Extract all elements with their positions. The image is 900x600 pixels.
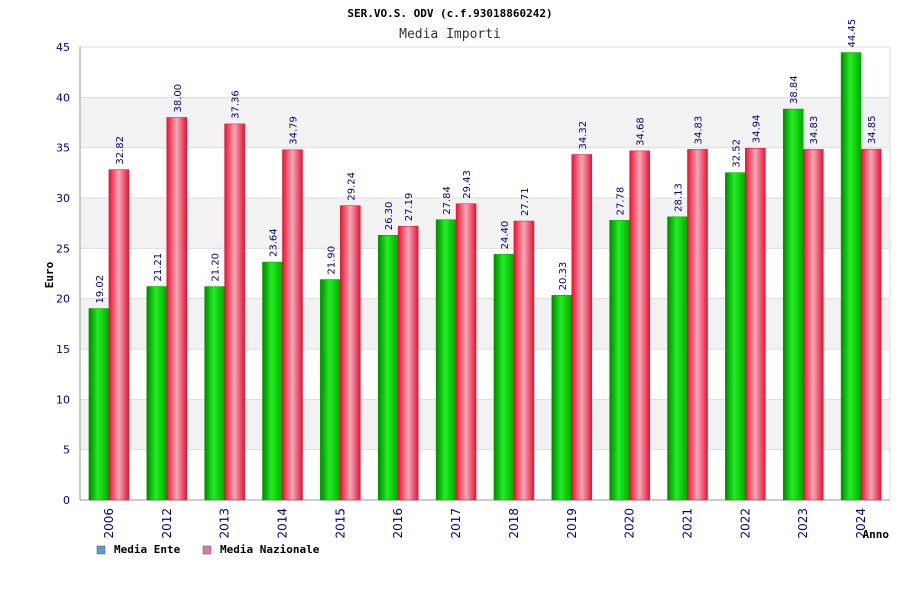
x-tick-label: 2018	[507, 508, 521, 539]
y-tick-label: 45	[56, 41, 70, 54]
bar-media-ente	[551, 295, 573, 501]
data-label: 27.71	[520, 187, 531, 216]
bar-media-nazionale	[455, 203, 477, 501]
x-axis-label: Anno	[863, 528, 890, 541]
y-tick-label: 25	[56, 242, 70, 255]
data-label: 23.64	[269, 228, 280, 257]
x-tick-label: 2014	[276, 508, 290, 539]
data-label: 21.20	[211, 253, 222, 282]
x-tick-label: 2020	[623, 508, 637, 539]
chart-subtitle: Media Importi	[399, 27, 501, 42]
x-tick-label: 2022	[738, 508, 752, 539]
x-tick-label: 2023	[796, 508, 810, 539]
bar-media-ente	[377, 234, 399, 501]
y-tick-label: 10	[56, 393, 70, 406]
bar-media-nazionale	[571, 154, 593, 501]
grid-bands	[80, 46, 890, 501]
bar-media-nazionale	[224, 123, 245, 501]
data-label: 19.02	[95, 275, 106, 304]
bar-media-ente	[262, 261, 283, 501]
data-label: 34.94	[751, 115, 762, 144]
data-label: 34.68	[636, 117, 647, 146]
x-tick-label: 2019	[565, 508, 579, 539]
data-label: 27.19	[404, 193, 415, 222]
bar-media-nazionale	[860, 148, 882, 501]
data-label: 29.43	[462, 170, 473, 199]
bar-media-nazionale	[802, 149, 824, 501]
data-label: 37.36	[231, 90, 242, 119]
data-label: 44.45	[847, 19, 858, 48]
grid-band	[80, 298, 890, 349]
y-tick-label: 35	[56, 142, 70, 155]
y-tick-label: 30	[56, 192, 70, 205]
data-label: 24.40	[500, 221, 511, 250]
grid-band	[80, 198, 890, 249]
data-label: 32.52	[731, 139, 742, 168]
data-label: 38.00	[173, 84, 184, 113]
legend-swatch-media-nazionale	[202, 545, 212, 555]
x-tick-label: 2024	[854, 508, 868, 539]
data-label: 29.24	[346, 172, 357, 201]
bar-media-ente	[146, 286, 168, 501]
y-tick-label: 5	[63, 444, 70, 457]
bar-media-nazionale	[745, 148, 766, 501]
legend: Media Ente Media Nazionale	[96, 543, 320, 556]
bar-media-ente	[204, 286, 225, 501]
data-label: 32.82	[115, 136, 126, 165]
chart-title: SER.VO.S. ODV (c.f.93018860242)	[347, 7, 552, 20]
y-tick-label: 20	[56, 293, 70, 306]
x-tick-label: 2017	[449, 508, 463, 539]
bar-media-ente	[320, 279, 341, 501]
x-tick-label: 2013	[218, 508, 232, 539]
data-label: 38.84	[789, 75, 800, 104]
x-tick-label: 2016	[391, 508, 405, 539]
bar-media-nazionale	[629, 150, 650, 501]
legend-label-media-nazionale: Media Nazionale	[220, 543, 320, 556]
y-tick-label: 0	[63, 494, 70, 507]
tick-labels: 0 5 10 15 20 25 30 35 40 45 2006 2012 2013 2014 2015 20…	[56, 41, 868, 539]
y-tick-label: 40	[56, 91, 70, 104]
bar-media-nazionale	[687, 149, 708, 501]
x-tick-label: 2015	[333, 508, 347, 539]
grid-band	[80, 399, 890, 450]
bar-media-nazionale	[282, 149, 303, 501]
data-label: 27.78	[616, 187, 627, 216]
data-label: 34.32	[578, 121, 589, 150]
legend-label-media-ente: Media Ente	[114, 543, 181, 556]
x-tick-label: 2006	[102, 508, 116, 539]
data-label: 20.33	[558, 262, 569, 291]
bar-media-ente	[609, 220, 630, 501]
bar-media-ente	[493, 254, 515, 501]
x-tick-label: 2012	[160, 508, 174, 539]
data-label: 26.30	[384, 202, 395, 231]
data-label: 34.83	[809, 116, 820, 145]
bar-media-nazionale	[166, 117, 188, 501]
bar-media-nazionale	[513, 220, 535, 501]
data-label: 34.85	[867, 116, 878, 145]
data-label: 34.83	[694, 116, 705, 145]
data-label: 28.13	[674, 183, 685, 212]
bar-media-nazionale	[397, 226, 419, 501]
grid-band	[80, 97, 890, 148]
data-label: 34.79	[289, 116, 300, 145]
data-label: 21.21	[153, 253, 164, 282]
bar-media-ente	[88, 308, 110, 501]
y-tick-label: 15	[56, 343, 70, 356]
bar-media-ente	[667, 216, 688, 501]
bars	[88, 52, 882, 501]
x-tick-label: 2021	[681, 508, 695, 539]
y-axis-label: Euro	[43, 261, 56, 288]
bar-media-ente	[782, 108, 804, 501]
bar-media-ente	[725, 172, 746, 501]
data-label: 21.90	[326, 246, 337, 275]
legend-swatch-media-ente	[96, 545, 106, 555]
data-labels: 19.02 32.82 21.21 38.00 21.20 37.36 23.64 34.79…	[95, 19, 878, 304]
bar-media-nazionale	[108, 169, 130, 501]
bar-media-ente	[435, 219, 457, 501]
data-label: 27.84	[442, 186, 453, 215]
bar-media-nazionale	[340, 205, 361, 501]
bar-media-ente	[840, 52, 862, 501]
